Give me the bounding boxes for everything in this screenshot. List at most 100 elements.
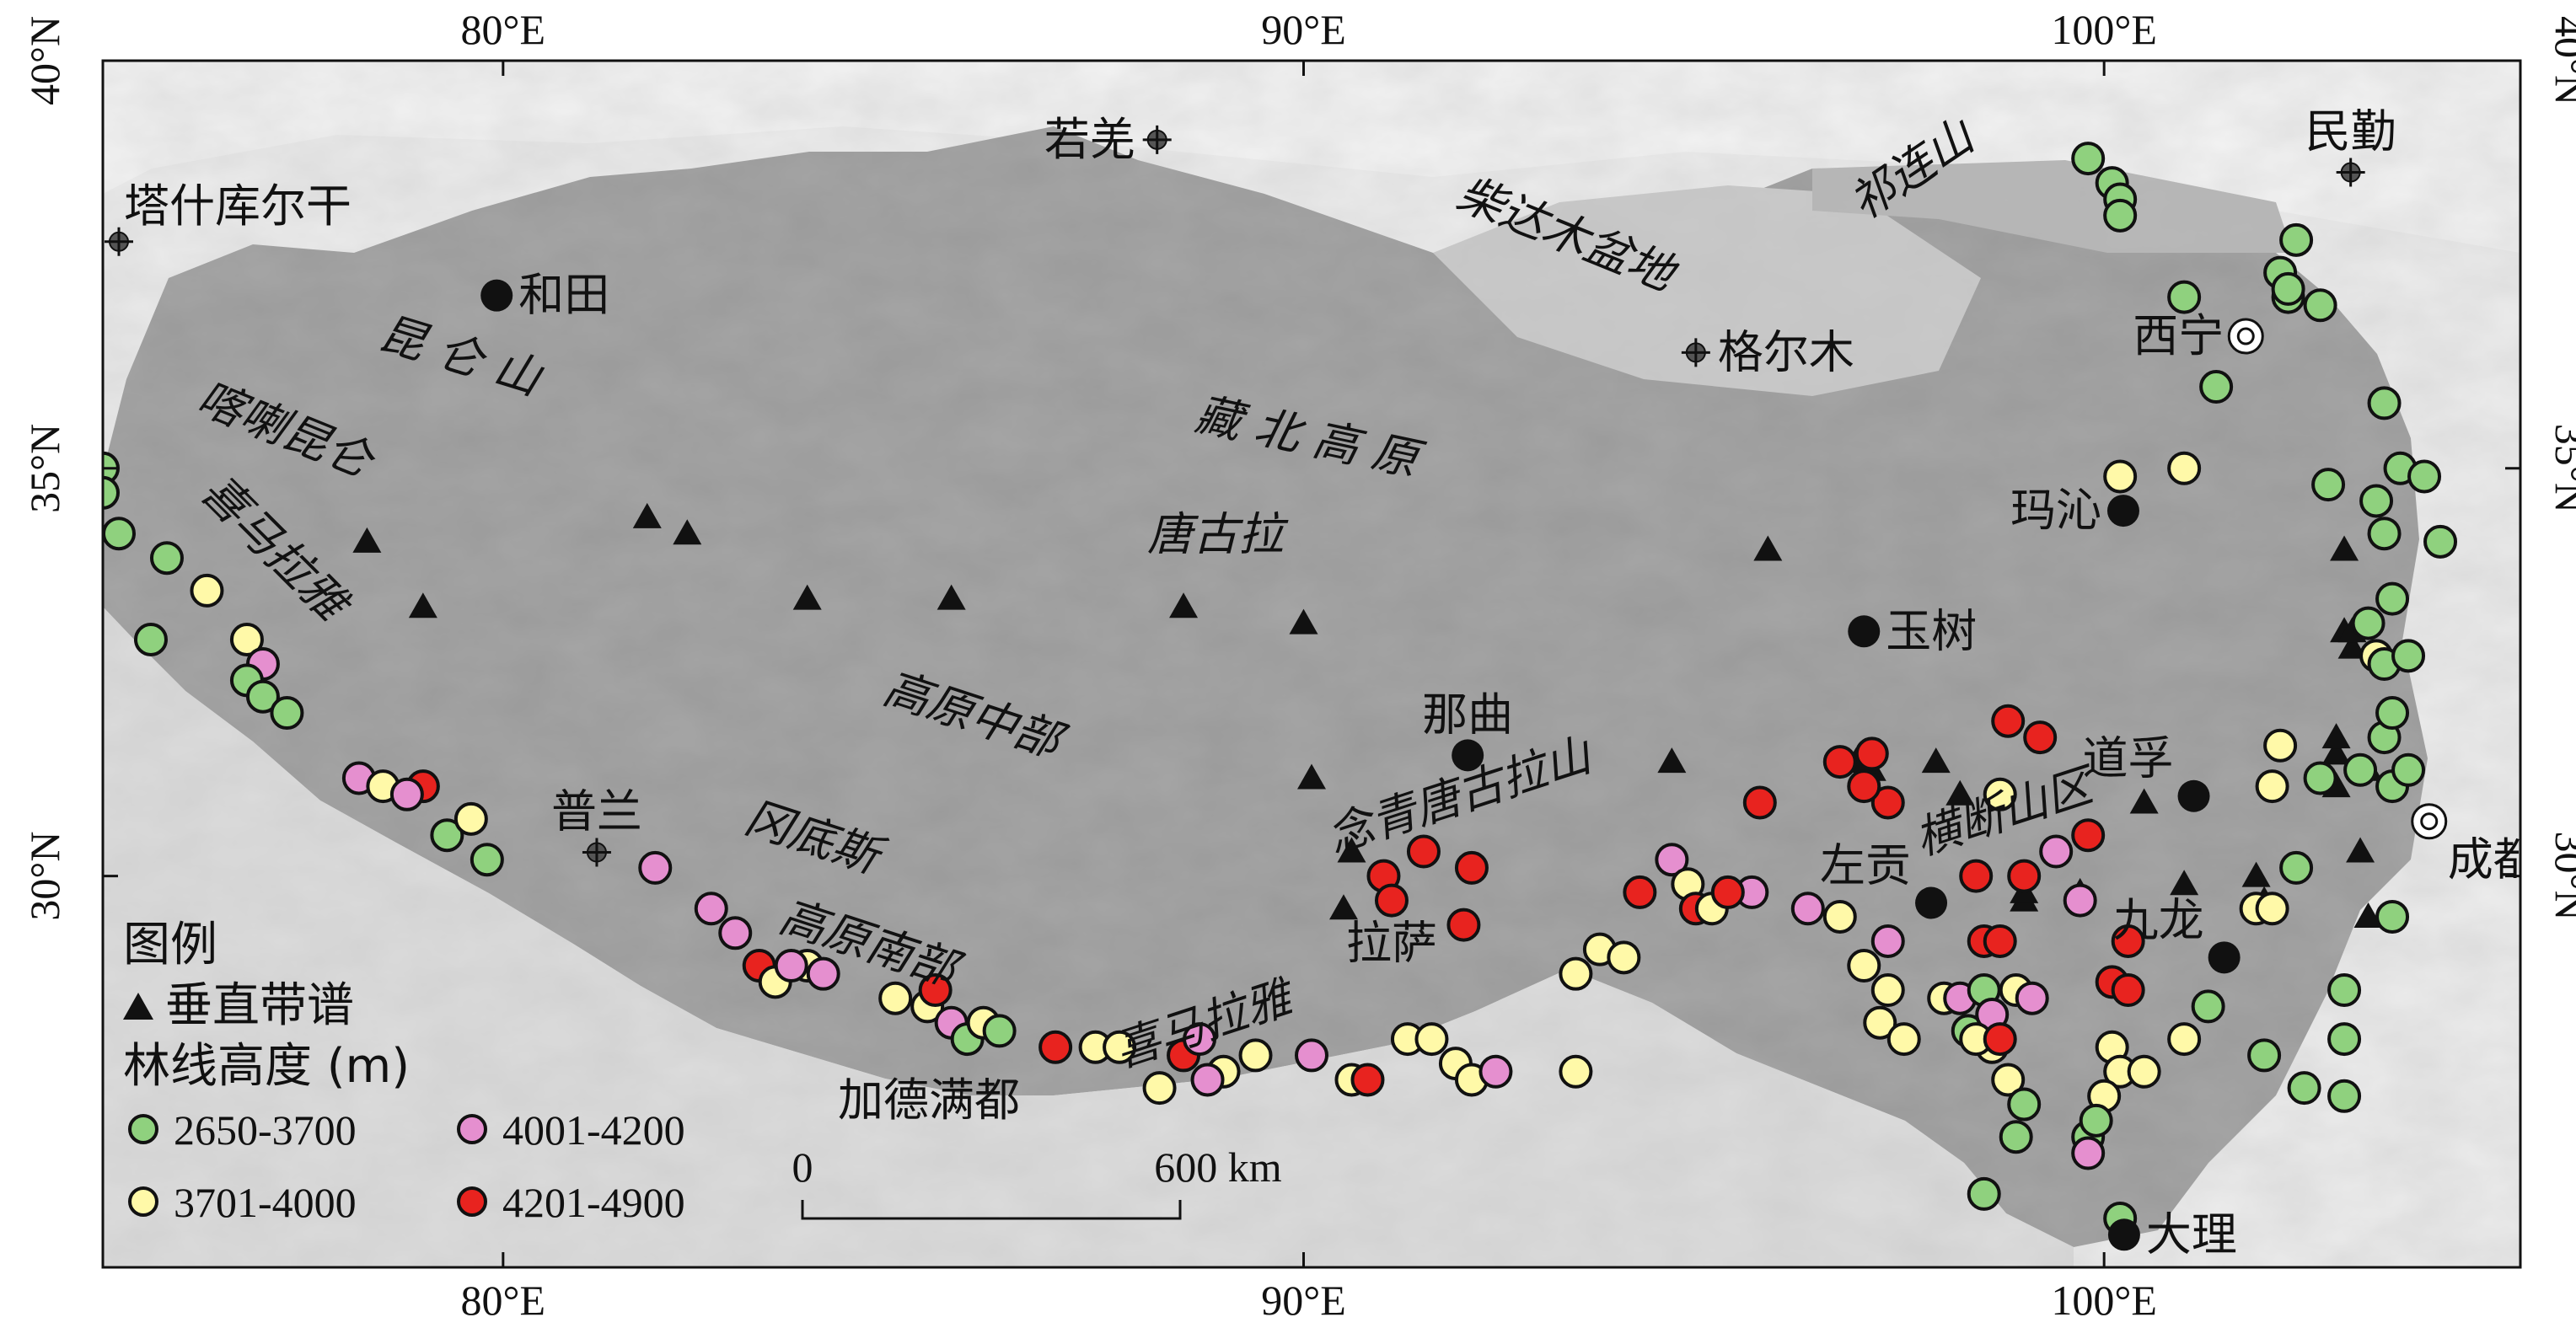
treeline-point-green: [2103, 198, 2138, 233]
treeline-point-yellow: [1607, 940, 1641, 975]
city-label: 西宁: [2133, 309, 2224, 362]
vertical-spectrum-marker: [2353, 902, 2383, 928]
city-label: 玛沁: [2010, 484, 2101, 537]
treeline-point-yellow: [2127, 1054, 2161, 1089]
city-crosshair-lines: [104, 227, 133, 256]
legend-triangle-icon: [123, 993, 153, 1020]
treeline-point-pink: [1183, 1022, 1217, 1057]
city-label: 左贡: [1820, 838, 1911, 892]
treeline-point-red: [1623, 875, 1657, 909]
treeline-point-green: [2279, 222, 2314, 257]
treeline-point-green: [2343, 752, 2378, 787]
treeline-point-yellow: [1863, 1005, 1897, 1040]
vertical-spectrum-marker: [1657, 747, 1687, 774]
map-frame: [101, 59, 2522, 1269]
treeline-point-green: [2303, 761, 2337, 795]
treeline-point-pink: [1479, 1054, 1513, 1089]
treeline-point-pink: [2015, 981, 2049, 1015]
treeline-point-green: [2423, 524, 2458, 559]
vertical-spectrum-marker: [2170, 870, 2199, 896]
treeline-point-red: [1983, 924, 2017, 958]
treeline-point-yellow: [2255, 892, 2289, 926]
treeline-point-yellow: [1886, 1022, 1921, 1057]
treeline-point-pink: [1190, 1063, 1225, 1097]
lat-label-right: 35°N: [2546, 424, 2576, 513]
treeline-point-green: [2351, 606, 2385, 640]
treeline-point-yellow: [2167, 451, 2202, 485]
legend-class-3: 4001-4200: [502, 1106, 685, 1154]
treeline-point-green: [245, 679, 280, 714]
vertical-spectrum-marker: [1921, 747, 1951, 774]
treeline-point-yellow: [1142, 1071, 1177, 1106]
lon-label-top: 100°E: [2051, 6, 2157, 53]
vertical-spectrum-marker: [1297, 763, 1326, 790]
vertical-spectrum-marker: [2129, 788, 2159, 814]
legend-swatch-pink: [457, 1114, 487, 1144]
city-dot: [1915, 886, 1948, 919]
capital-ring-inner: [2236, 327, 2255, 345]
treeline-point-green: [430, 818, 464, 853]
treeline-point-yellow: [2167, 1022, 2202, 1057]
treeline-point-green: [982, 1014, 1017, 1048]
scale-bar: 0 600 km: [792, 1143, 1282, 1220]
city-label: 普兰: [551, 785, 642, 838]
city-dot: [1452, 739, 1484, 772]
legend-title: 图例: [123, 918, 217, 972]
city-label: 塔什库尔干: [124, 179, 352, 233]
city-label: 若羌: [1044, 113, 1135, 166]
treeline-point-green: [2167, 280, 2202, 314]
city-crosshair-lines: [582, 838, 611, 867]
legend-swatch-green: [128, 1114, 158, 1144]
treeline-point-green: [470, 843, 504, 877]
legend-treeline-title: 林线高度 (m): [123, 1039, 410, 1094]
city-label: 道孚: [2083, 732, 2174, 785]
city-label: 成都: [2448, 833, 2539, 886]
city-dot: [2107, 1218, 2140, 1251]
treeline-point-yellow: [1991, 1063, 2026, 1097]
city-label: 格尔木: [1718, 325, 1854, 378]
vertical-spectrum-marker: [1289, 608, 1318, 635]
treeline-point-red: [1350, 1063, 1385, 1097]
treeline-point-green: [1967, 1176, 2001, 1211]
treeline-point-green: [2071, 142, 2106, 176]
sample-points-layer: [103, 142, 2458, 1235]
treeline-point-red: [1446, 908, 1481, 942]
vertical-spectrum-marker: [408, 592, 437, 618]
treeline-point-red: [1822, 745, 1857, 779]
treeline-point-red: [1710, 875, 1745, 909]
lon-label-top: 90°E: [1261, 6, 1346, 53]
treeline-point-red: [1454, 850, 1489, 885]
treeline-point-pink: [1295, 1038, 1328, 1073]
lon-label-bottom: 90°E: [1261, 1277, 1346, 1324]
vertical-spectrum-marker: [352, 527, 382, 553]
treeline-point-yellow: [1822, 899, 1857, 934]
treeline-point-green: [2327, 1079, 2362, 1113]
legend-class-4: 4201-4900: [502, 1179, 685, 1226]
scale-bar-line: [801, 1200, 1182, 1220]
city-label: 加德满都: [838, 1074, 1020, 1127]
city-crosshair-lines: [1681, 338, 1710, 367]
treeline-point-red: [2023, 720, 2058, 755]
city-dot: [2106, 495, 2139, 527]
treeline-point-red: [1870, 785, 1905, 820]
lat-label-right: 40°N: [2546, 16, 2576, 105]
treeline-point-red: [1847, 769, 1881, 804]
city-label: 九龙: [2113, 893, 2204, 946]
treeline-point-pink: [2039, 834, 2074, 869]
treeline-point-green: [103, 517, 136, 551]
treeline-point-green: [2327, 973, 2362, 1008]
treeline-point-yellow: [1983, 777, 2017, 811]
legend-vertical-spectrum: 垂直带谱: [165, 978, 354, 1033]
treeline-point-pink: [2063, 883, 2097, 918]
vertical-spectrum-marker: [2241, 861, 2271, 887]
treeline-point-red: [2071, 818, 2106, 853]
treeline-point-pink: [774, 949, 808, 983]
treeline-point-green: [103, 475, 120, 510]
treeline-point-pink: [2071, 1136, 2106, 1170]
treeline-point-green: [2367, 517, 2402, 551]
treeline-point-yellow: [1103, 1030, 1137, 1064]
city-label: 拉萨: [1346, 916, 1437, 969]
treeline-point-green: [2375, 899, 2410, 934]
treeline-point-green: [2271, 271, 2305, 306]
